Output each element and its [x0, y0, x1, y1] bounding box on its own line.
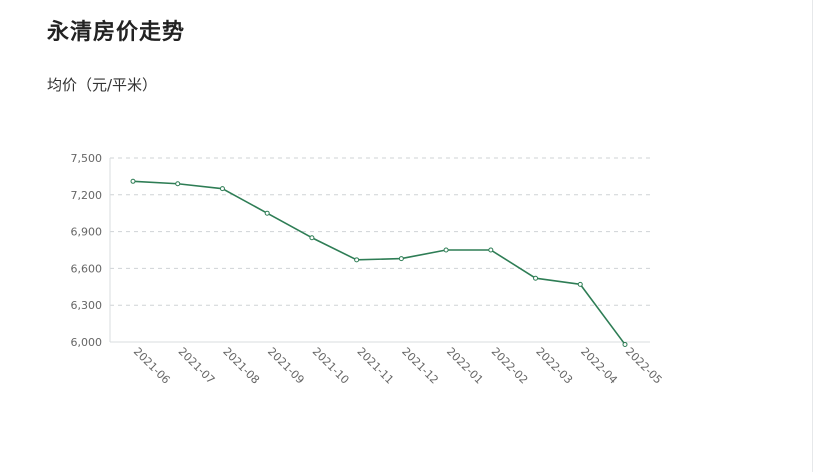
- x-tick-label: 2021-08: [220, 345, 262, 387]
- x-tick-label: 2021-07: [176, 345, 218, 387]
- panel-divider: [812, 0, 813, 472]
- y-tick-label: 6,900: [71, 226, 103, 239]
- x-axis-ticks: 2021-06 2021-07 2021-08 2021-09 2021-10 2021-…: [131, 345, 665, 387]
- x-tick-label: 2021-09: [265, 345, 307, 387]
- data-point: [577, 281, 583, 287]
- data-point: [533, 275, 539, 281]
- series: [130, 178, 628, 347]
- data-point: [488, 247, 494, 253]
- data-point: [354, 257, 360, 263]
- series-line: [132, 180, 626, 345]
- y-axis-ticks: 6,000 6,300 6,600 6,900 7,200 7,500: [71, 152, 103, 349]
- x-tick-label: 2022-01: [444, 345, 486, 387]
- axes: [109, 158, 650, 343]
- y-tick-label: 6,000: [71, 336, 103, 349]
- x-tick-label: 2022-02: [489, 345, 531, 387]
- data-point: [175, 181, 181, 187]
- data-point: [443, 247, 449, 253]
- data-point: [622, 341, 628, 347]
- data-point: [219, 186, 225, 192]
- y-tick-label: 7,500: [71, 152, 103, 165]
- chart-card: 永清房价走势 均价（元/平米）: [47, 20, 186, 94]
- x-tick-label: 2022-05: [623, 345, 665, 387]
- y-tick-label: 6,600: [71, 262, 103, 275]
- data-point: [130, 178, 136, 184]
- x-tick-label: 2021-12: [399, 345, 441, 387]
- y-axis-unit-label: 均价（元/平米）: [47, 76, 158, 94]
- y-tick-label: 6,300: [71, 299, 103, 312]
- x-tick-label: 2022-03: [533, 345, 575, 387]
- x-tick-label: 2021-11: [355, 345, 397, 387]
- data-point: [264, 210, 270, 216]
- data-point: [309, 235, 315, 241]
- grid-lines: [110, 157, 650, 306]
- x-tick-label: 2021-06: [131, 345, 173, 387]
- y-tick-label: 7,200: [71, 189, 103, 202]
- x-tick-label: 2022-04: [578, 345, 620, 387]
- chart-title: 永清房价走势: [47, 20, 186, 45]
- x-tick-label: 2021-10: [310, 345, 352, 387]
- data-point: [398, 256, 404, 262]
